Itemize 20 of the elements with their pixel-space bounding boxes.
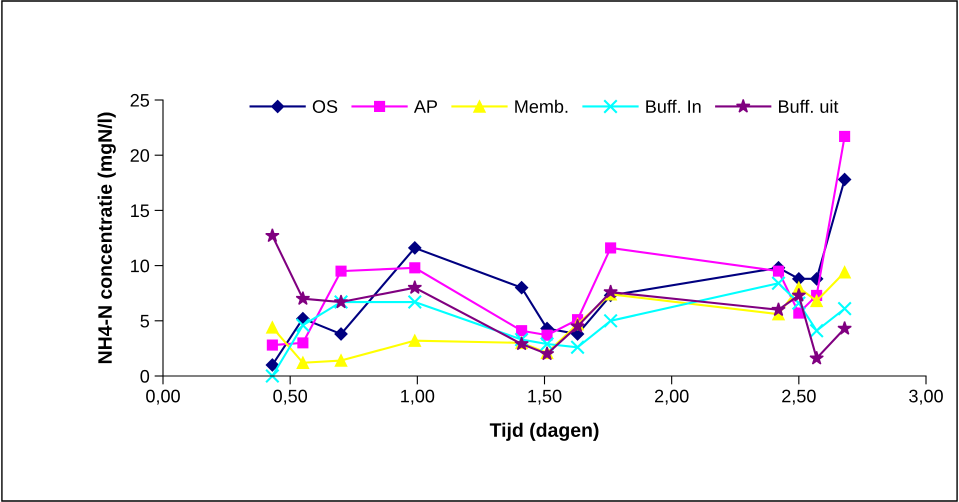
x-tick-label: 2,00 bbox=[655, 390, 689, 405]
x-tick-label: 0,50 bbox=[273, 390, 308, 405]
x-tick-label: 2,50 bbox=[782, 390, 816, 405]
legend-label: Memb. bbox=[515, 100, 568, 113]
x-tick-label: 1,50 bbox=[528, 390, 562, 405]
y-tick-label: 15 bbox=[131, 204, 150, 218]
y-tick-label: 20 bbox=[130, 149, 150, 162]
y-tick-label: 25 bbox=[130, 94, 150, 107]
legend-label: OS bbox=[312, 100, 338, 113]
x-tick-label: 3,00 bbox=[909, 390, 943, 405]
x-tick-label: 0,00 bbox=[146, 390, 180, 405]
legend-label: Buff. In bbox=[646, 100, 701, 113]
legend-label: AP bbox=[414, 100, 438, 113]
y-tick-label: 0 bbox=[140, 370, 150, 383]
legend-label: Buff. uit bbox=[779, 100, 838, 113]
y-tick-label: 5 bbox=[140, 314, 150, 328]
x-axis-title: Tijd (dagen) bbox=[490, 422, 598, 441]
y-tick-label: 10 bbox=[131, 260, 150, 272]
x-tick-label: 1,00 bbox=[401, 390, 434, 405]
y-axis-title: NH4-N concentratie (mgN/l) bbox=[98, 112, 116, 364]
